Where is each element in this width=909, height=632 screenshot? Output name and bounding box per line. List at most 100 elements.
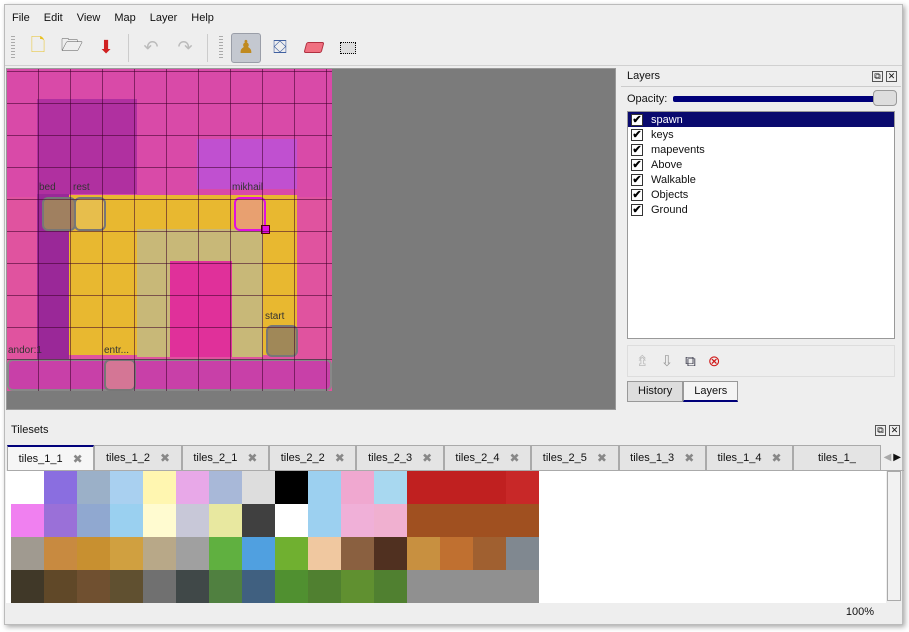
menu-layer[interactable]: Layer: [149, 12, 178, 24]
float-icon[interactable]: ⧉: [872, 70, 883, 82]
tileset-tab[interactable]: tiles_2_1 ✖: [181, 445, 270, 470]
tile[interactable]: [242, 504, 275, 537]
stamp-brush-icon[interactable]: ♟: [231, 32, 261, 63]
tile[interactable]: [44, 504, 77, 537]
close-tab-icon[interactable]: ✖: [72, 451, 83, 466]
tile[interactable]: [11, 504, 44, 537]
tile[interactable]: [275, 570, 308, 603]
tile[interactable]: [440, 537, 473, 570]
layer-item[interactable]: ✔ spawn: [628, 112, 894, 127]
map-object-start[interactable]: [266, 325, 298, 357]
menu-view[interactable]: View: [76, 12, 101, 24]
tileset-tab[interactable]: tiles_1_4 ✖: [705, 445, 794, 470]
tileset-tab[interactable]: tiles_1_2 ✖: [94, 445, 182, 470]
tile[interactable]: [11, 471, 44, 504]
tile[interactable]: [407, 570, 440, 603]
tile[interactable]: [341, 471, 374, 504]
tile[interactable]: [440, 471, 473, 504]
close-tab-icon[interactable]: ✖: [596, 451, 607, 465]
tile[interactable]: [110, 537, 143, 570]
eraser-icon[interactable]: [299, 33, 329, 63]
tile[interactable]: [308, 537, 341, 570]
opacity-slider[interactable]: [673, 90, 897, 106]
tile[interactable]: [77, 504, 110, 537]
tile[interactable]: [407, 537, 440, 570]
tile[interactable]: [44, 471, 77, 504]
visibility-checkbox[interactable]: ✔: [631, 143, 643, 156]
tile[interactable]: [341, 504, 374, 537]
close-icon[interactable]: ✕: [889, 425, 900, 436]
close-tab-icon[interactable]: ✖: [509, 451, 520, 465]
tile[interactable]: [110, 570, 143, 603]
layer-item[interactable]: ✔ Above: [628, 157, 894, 172]
tile[interactable]: [506, 537, 539, 570]
float-icon[interactable]: ⧉: [875, 425, 886, 436]
map-object-bed[interactable]: [42, 197, 76, 231]
tile[interactable]: [242, 471, 275, 504]
tile[interactable]: [176, 570, 209, 603]
tile[interactable]: [209, 504, 242, 537]
close-tab-icon[interactable]: ✖: [247, 451, 258, 465]
tile[interactable]: [275, 471, 308, 504]
tile[interactable]: [209, 537, 242, 570]
layer-item[interactable]: ✔ Walkable: [628, 172, 894, 187]
tile[interactable]: [473, 570, 506, 603]
redo-icon[interactable]: ↷: [177, 37, 193, 57]
tile[interactable]: [473, 471, 506, 504]
tile[interactable]: [374, 570, 407, 603]
scroll-left-icon[interactable]: ◀: [883, 452, 892, 463]
menu-edit[interactable]: Edit: [43, 12, 63, 24]
tile[interactable]: [506, 471, 539, 504]
layer-item[interactable]: ✔ keys: [628, 127, 894, 142]
tile[interactable]: [341, 537, 374, 570]
map-object-entrance[interactable]: [104, 359, 136, 391]
tile[interactable]: [407, 471, 440, 504]
slider-handle[interactable]: [873, 90, 897, 106]
toolbar-grip[interactable]: [219, 35, 223, 60]
tile[interactable]: [11, 570, 44, 603]
tile[interactable]: [440, 570, 473, 603]
close-tab-icon[interactable]: ✖: [160, 451, 171, 465]
tab-layers[interactable]: Layers: [683, 381, 739, 402]
undo-icon[interactable]: ↶: [143, 37, 159, 57]
tile[interactable]: [110, 504, 143, 537]
close-icon[interactable]: ✕: [886, 70, 897, 82]
tab-history[interactable]: History: [627, 381, 684, 402]
visibility-checkbox[interactable]: ✔: [631, 158, 643, 171]
close-tab-icon[interactable]: ✖: [422, 451, 433, 465]
tile[interactable]: [176, 537, 209, 570]
layer-item[interactable]: ✔ Ground: [628, 202, 894, 217]
tile[interactable]: [506, 570, 539, 603]
duplicate-layer-icon[interactable]: ⧉: [685, 352, 696, 370]
map-canvas[interactable]: bed rest mikhail start andor:1 entr...: [6, 68, 616, 410]
map-object-rest[interactable]: [74, 197, 106, 231]
tile[interactable]: [77, 471, 110, 504]
tileset-tab[interactable]: tiles_1_: [793, 445, 881, 470]
menu-help[interactable]: Help: [191, 12, 214, 24]
layer-item[interactable]: ✔ Objects: [628, 187, 894, 202]
tile-map[interactable]: bed rest mikhail start andor:1 entr...: [7, 69, 332, 391]
tileset-tab[interactable]: tiles_1_1 ✖: [7, 445, 95, 470]
tile[interactable]: [77, 537, 110, 570]
tile[interactable]: [275, 537, 308, 570]
tile[interactable]: [77, 570, 110, 603]
tileset-tab[interactable]: tiles_2_5 ✖: [531, 445, 619, 470]
menu-map[interactable]: Map: [114, 12, 136, 24]
tile[interactable]: [473, 537, 506, 570]
tile[interactable]: [506, 504, 539, 537]
resize-handle[interactable]: [261, 225, 270, 234]
scroll-right-icon[interactable]: ▶: [893, 452, 901, 463]
open-icon[interactable]: 🗁: [60, 34, 84, 55]
delete-layer-icon[interactable]: ⊗: [707, 353, 721, 370]
visibility-checkbox[interactable]: ✔: [631, 113, 643, 126]
tile[interactable]: [209, 570, 242, 603]
tile[interactable]: [176, 504, 209, 537]
tile[interactable]: [440, 504, 473, 537]
save-icon[interactable]: ⬇: [98, 37, 114, 57]
lower-layer-icon[interactable]: ⇩: [660, 353, 674, 370]
tile[interactable]: [374, 471, 407, 504]
tileset-tab[interactable]: tiles_2_2 ✖: [269, 445, 357, 470]
close-tab-icon[interactable]: ✖: [334, 451, 345, 465]
tile[interactable]: [143, 471, 176, 504]
tile[interactable]: [341, 570, 374, 603]
